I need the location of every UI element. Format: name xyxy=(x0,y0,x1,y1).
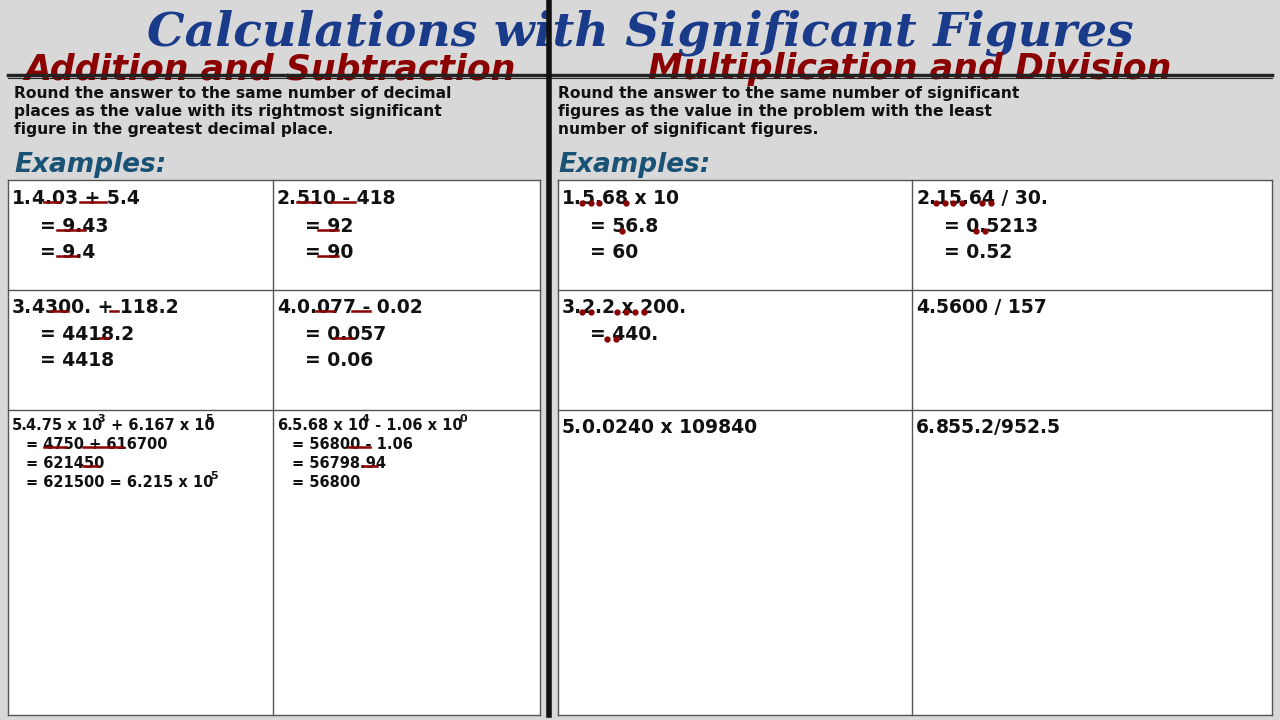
Text: 5: 5 xyxy=(210,471,218,481)
Text: 15.64 / 30.: 15.64 / 30. xyxy=(936,189,1048,208)
Text: = 4418: = 4418 xyxy=(40,351,114,370)
Text: 1.: 1. xyxy=(12,189,32,208)
Bar xyxy=(8,180,540,715)
Text: = 0.52: = 0.52 xyxy=(945,243,1012,262)
Text: 4.: 4. xyxy=(916,298,936,317)
Text: = 56800: = 56800 xyxy=(292,475,361,490)
Text: Round the answer to the same number of decimal: Round the answer to the same number of d… xyxy=(14,86,452,101)
Text: = 4418.2: = 4418.2 xyxy=(40,325,134,344)
Text: = 56800 - 1.06: = 56800 - 1.06 xyxy=(292,437,413,452)
Text: 5.68 x 10: 5.68 x 10 xyxy=(292,418,369,433)
Text: 0.077 - 0.02: 0.077 - 0.02 xyxy=(297,298,422,317)
Text: + 6.167 x 10: + 6.167 x 10 xyxy=(106,418,215,433)
Text: Addition and Subtraction: Addition and Subtraction xyxy=(24,52,516,86)
Text: = 56798.94: = 56798.94 xyxy=(292,456,387,471)
Text: = 4750 + 616700: = 4750 + 616700 xyxy=(26,437,168,452)
Text: 4300. + 118.2: 4300. + 118.2 xyxy=(32,298,179,317)
Text: 5.: 5. xyxy=(562,418,582,437)
Text: = 60: = 60 xyxy=(590,243,639,262)
Text: = 56.8: = 56.8 xyxy=(590,217,658,236)
Text: Round the answer to the same number of significant: Round the answer to the same number of s… xyxy=(558,86,1019,101)
Text: 0.0240 x 109840: 0.0240 x 109840 xyxy=(582,418,758,437)
Text: = 621450: = 621450 xyxy=(26,456,105,471)
Text: 6.: 6. xyxy=(276,418,293,433)
Text: 3: 3 xyxy=(97,414,105,424)
Text: 4.03 + 5.4: 4.03 + 5.4 xyxy=(32,189,140,208)
Text: 855.2/952.5: 855.2/952.5 xyxy=(936,418,1061,437)
Text: = 440.: = 440. xyxy=(590,325,658,344)
Text: = 0.5213: = 0.5213 xyxy=(945,217,1038,236)
Text: = 9.43: = 9.43 xyxy=(40,217,109,236)
Text: 5.: 5. xyxy=(12,418,28,433)
Text: = 92: = 92 xyxy=(305,217,353,236)
Text: Calculations with Significant Figures: Calculations with Significant Figures xyxy=(147,10,1133,56)
Text: 6.: 6. xyxy=(916,418,936,437)
Text: = 0.06: = 0.06 xyxy=(305,351,374,370)
Text: 3.: 3. xyxy=(562,298,582,317)
Text: = 621500 = 6.215 x 10: = 621500 = 6.215 x 10 xyxy=(26,475,214,490)
Text: = 90: = 90 xyxy=(305,243,353,262)
Text: 0: 0 xyxy=(460,414,467,424)
Text: places as the value with its rightmost significant: places as the value with its rightmost s… xyxy=(14,104,442,119)
Text: 2.: 2. xyxy=(916,189,936,208)
Text: 5600 / 157: 5600 / 157 xyxy=(936,298,1047,317)
Text: 5.68 x 10: 5.68 x 10 xyxy=(582,189,678,208)
Text: 510 - 418: 510 - 418 xyxy=(297,189,396,208)
Text: = 9.4: = 9.4 xyxy=(40,243,96,262)
Text: number of significant figures.: number of significant figures. xyxy=(558,122,818,137)
Text: Examples:: Examples: xyxy=(558,152,710,178)
Text: 4.75 x 10: 4.75 x 10 xyxy=(26,418,102,433)
Text: 2.2 x 200.: 2.2 x 200. xyxy=(582,298,686,317)
Text: figure in the greatest decimal place.: figure in the greatest decimal place. xyxy=(14,122,333,137)
Text: 4.: 4. xyxy=(276,298,297,317)
Text: 5: 5 xyxy=(205,414,212,424)
Text: Examples:: Examples: xyxy=(14,152,166,178)
Text: 1.: 1. xyxy=(562,189,582,208)
Text: figures as the value in the problem with the least: figures as the value in the problem with… xyxy=(558,104,992,119)
Text: Multiplication and Division: Multiplication and Division xyxy=(648,52,1171,86)
Text: = 0.057: = 0.057 xyxy=(305,325,387,344)
Text: 4: 4 xyxy=(362,414,370,424)
Text: - 1.06 x 10: - 1.06 x 10 xyxy=(370,418,462,433)
Text: 3.: 3. xyxy=(12,298,32,317)
Text: 2.: 2. xyxy=(276,189,297,208)
Bar xyxy=(558,180,1272,715)
